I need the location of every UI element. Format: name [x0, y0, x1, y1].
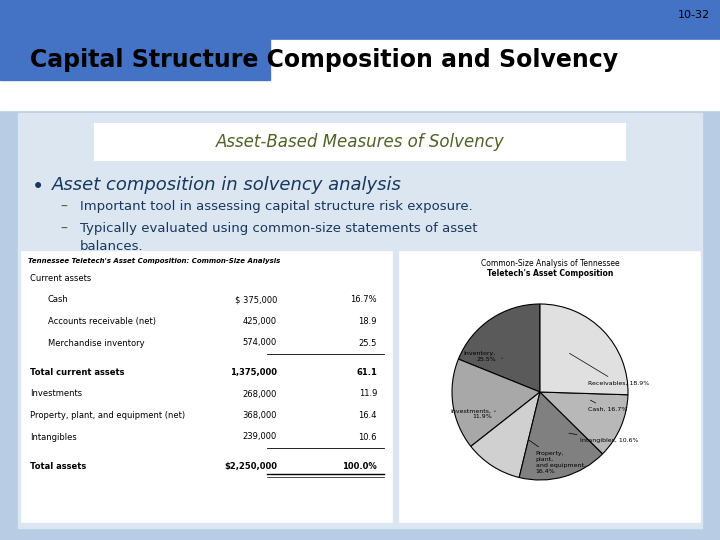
Text: 25.5: 25.5: [359, 339, 377, 348]
Bar: [400, 252, 700, 522]
Wedge shape: [459, 304, 540, 392]
Text: 268,000: 268,000: [243, 389, 277, 399]
Wedge shape: [540, 304, 628, 395]
Text: Property,
plant,
and equipment,
16.4%: Property, plant, and equipment, 16.4%: [529, 440, 585, 474]
Text: Common-Size Analysis of Tennessee: Common-Size Analysis of Tennessee: [481, 259, 619, 268]
Text: Teletech's Asset Composition: Teletech's Asset Composition: [487, 269, 613, 278]
Text: 10-32: 10-32: [678, 10, 710, 20]
Text: Capital Structure Composition and Solvency: Capital Structure Composition and Solven…: [30, 48, 618, 72]
Text: Important tool in assessing capital structure risk exposure.: Important tool in assessing capital stru…: [80, 200, 473, 213]
Text: 16.7%: 16.7%: [351, 295, 377, 305]
Text: 10.6: 10.6: [359, 433, 377, 442]
Text: 368,000: 368,000: [243, 411, 277, 420]
Bar: [0, 40, 720, 110]
Text: •: •: [32, 177, 44, 197]
Text: Total current assets: Total current assets: [30, 368, 125, 377]
Bar: [0, 0, 270, 80]
Text: Typically evaluated using common-size statements of asset: Typically evaluated using common-size st…: [80, 222, 477, 235]
Text: Receivables, 18.9%: Receivables, 18.9%: [570, 353, 649, 386]
Text: 574,000: 574,000: [243, 339, 277, 348]
Text: 61.1: 61.1: [356, 368, 377, 377]
Wedge shape: [540, 392, 628, 454]
Text: Asset-Based Measures of Solvency: Asset-Based Measures of Solvency: [215, 133, 505, 151]
Text: –: –: [60, 222, 67, 236]
Text: Accounts receivable (net): Accounts receivable (net): [48, 317, 156, 326]
Text: 100.0%: 100.0%: [342, 462, 377, 471]
Text: Asset composition in solvency analysis: Asset composition in solvency analysis: [52, 176, 402, 194]
Text: 18.9: 18.9: [359, 317, 377, 326]
Bar: [22, 252, 392, 522]
Text: Cash: Cash: [48, 295, 68, 305]
Wedge shape: [519, 392, 603, 480]
Wedge shape: [452, 359, 540, 447]
Text: Intangibles: Intangibles: [30, 433, 77, 442]
Text: Cash, 16.7%: Cash, 16.7%: [588, 400, 628, 412]
Text: Inventory,
25.5%: Inventory, 25.5%: [464, 352, 503, 362]
Text: 425,000: 425,000: [243, 317, 277, 326]
Text: 16.4: 16.4: [359, 411, 377, 420]
Text: Investments: Investments: [30, 389, 82, 399]
Bar: [0, 0, 720, 40]
Text: Total assets: Total assets: [30, 462, 86, 471]
Text: Current assets: Current assets: [30, 274, 91, 283]
Text: Investments,
11.9%: Investments, 11.9%: [451, 409, 495, 420]
Text: $ 375,000: $ 375,000: [235, 295, 277, 305]
Text: –: –: [60, 200, 67, 214]
Text: balances.: balances.: [80, 240, 143, 253]
Wedge shape: [471, 392, 540, 477]
Bar: [95, 124, 625, 160]
Text: Property, plant, and equipment (net): Property, plant, and equipment (net): [30, 411, 185, 420]
Text: 1,375,000: 1,375,000: [230, 368, 277, 377]
Text: Tennessee Teletech's Asset Composition: Common-Size Analysis: Tennessee Teletech's Asset Composition: …: [28, 258, 280, 264]
Text: 11.9: 11.9: [359, 389, 377, 399]
Text: 239,000: 239,000: [243, 433, 277, 442]
Text: Merchandise inventory: Merchandise inventory: [48, 339, 145, 348]
Text: Intangibles, 10.6%: Intangibles, 10.6%: [569, 433, 638, 443]
Text: $2,250,000: $2,250,000: [224, 462, 277, 471]
Bar: [18, 113, 702, 528]
